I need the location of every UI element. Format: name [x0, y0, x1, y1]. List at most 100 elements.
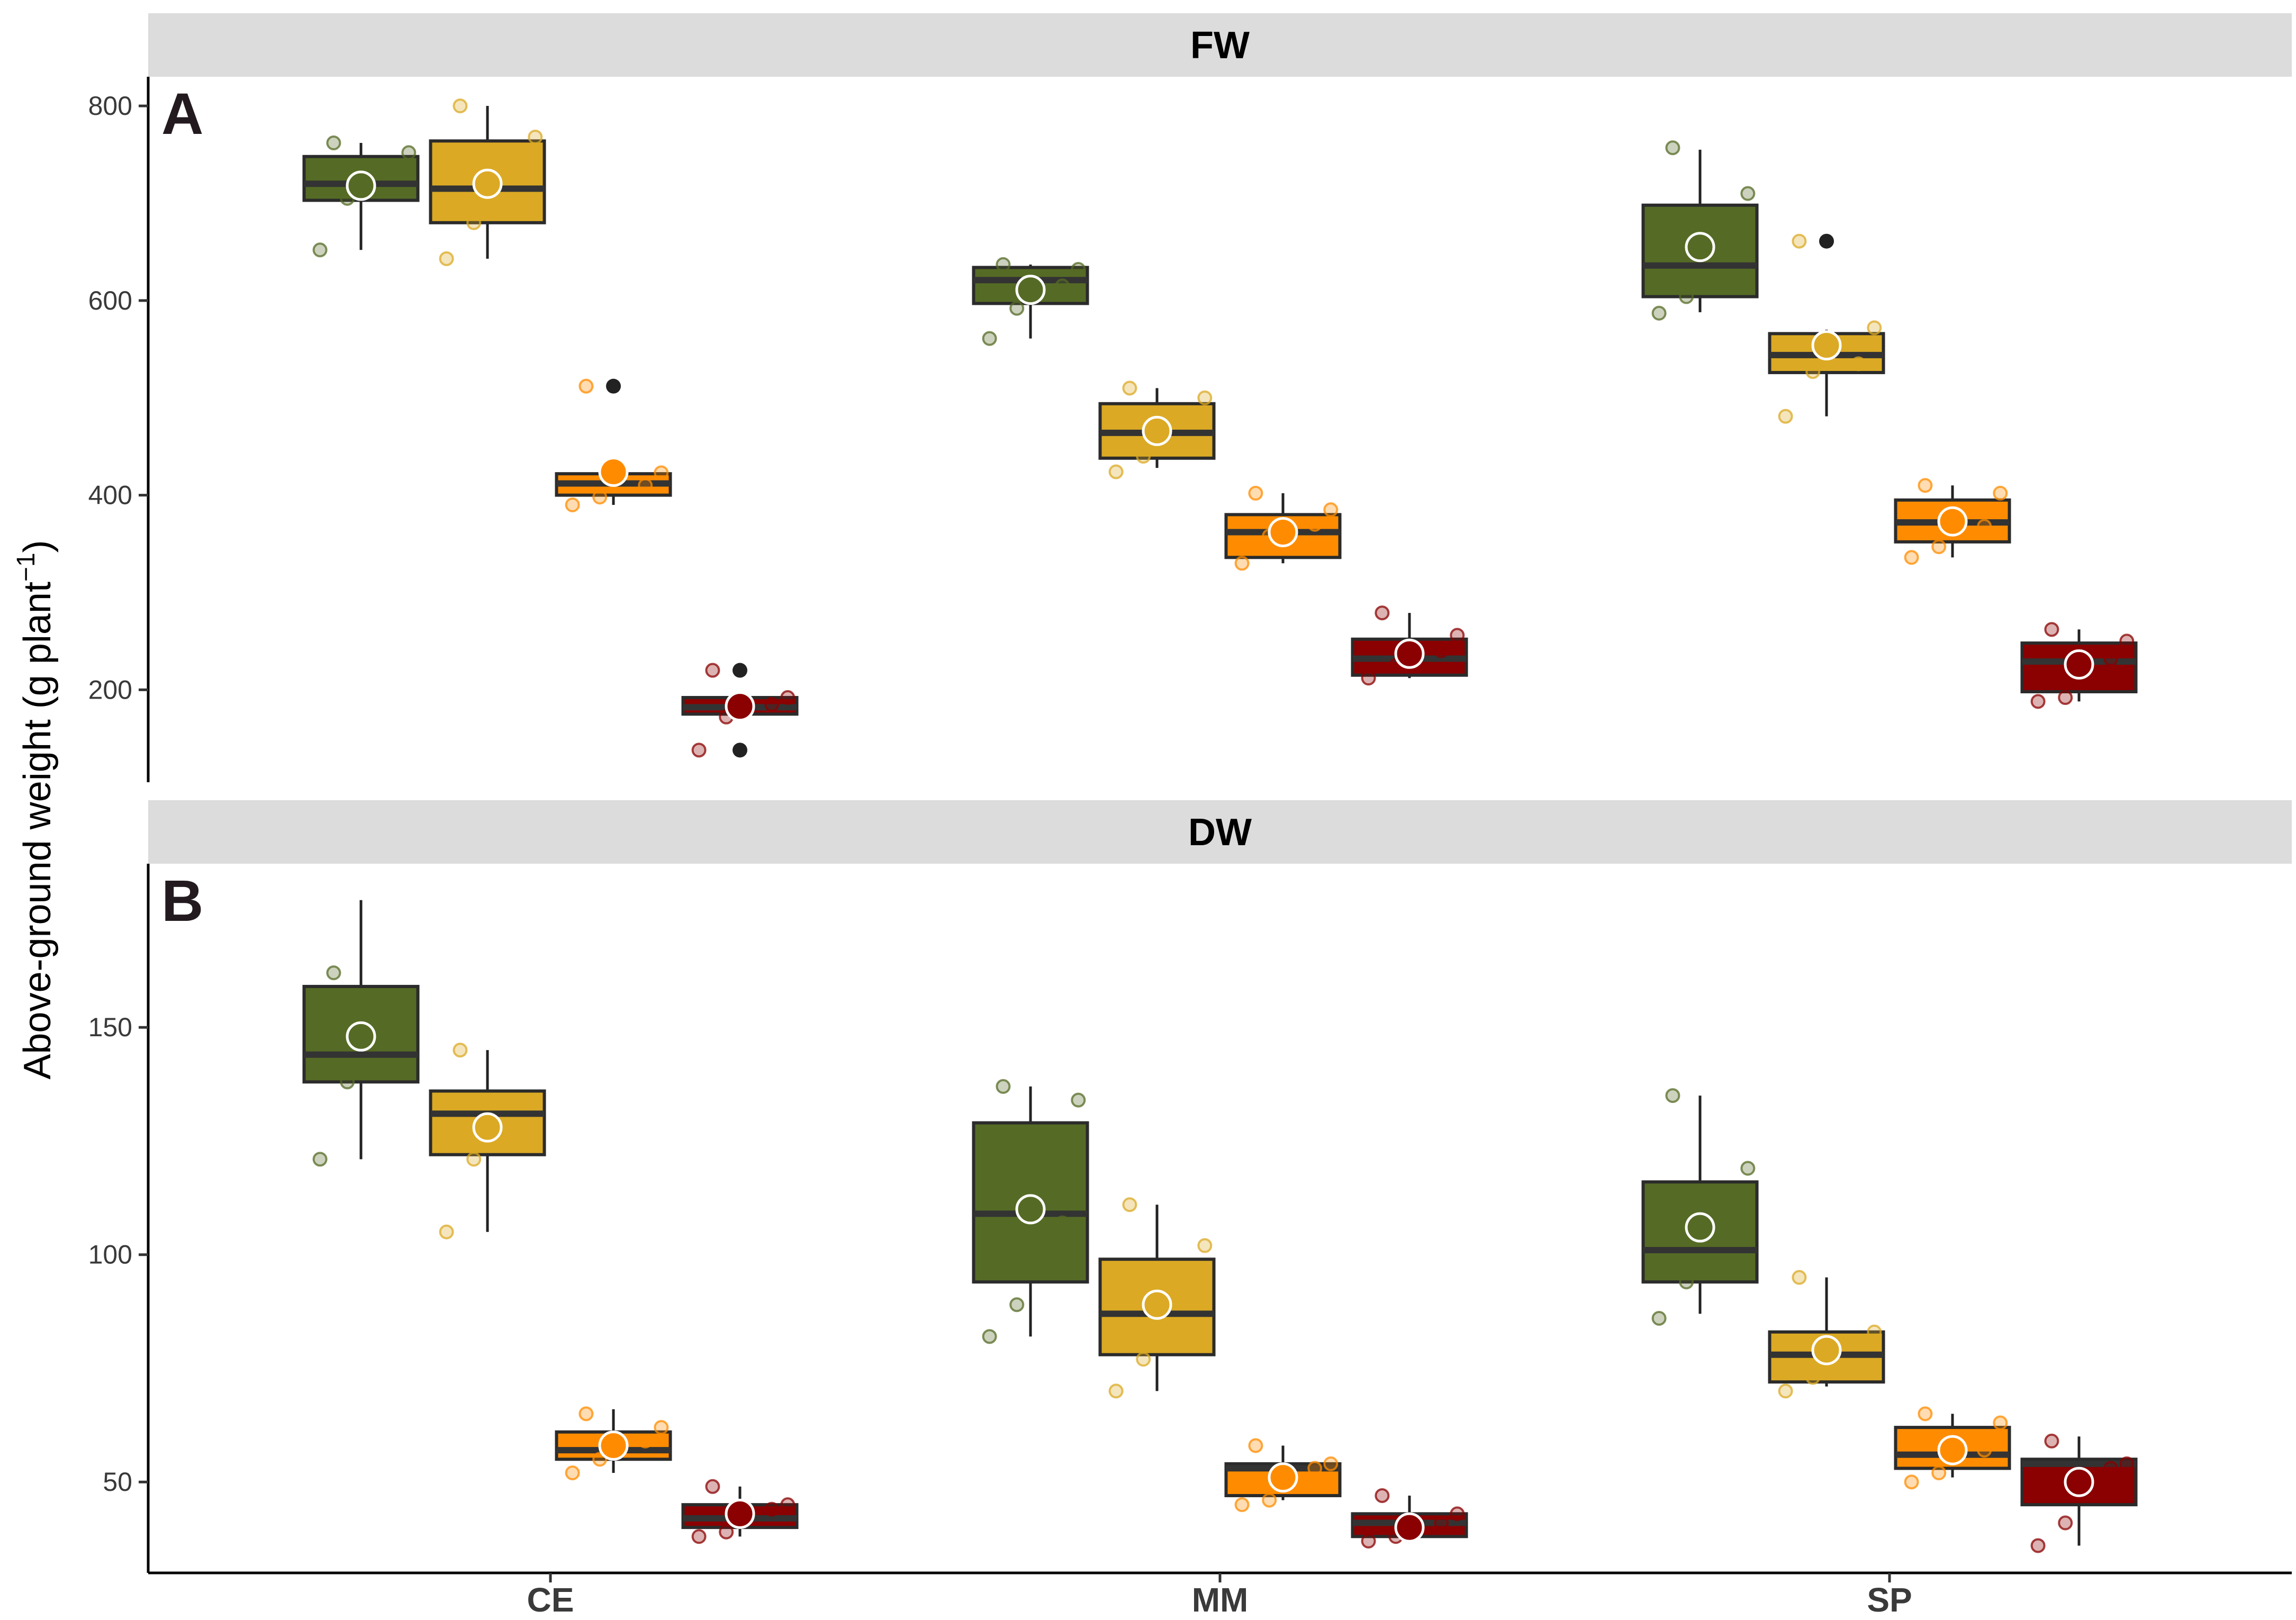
data-point-fw-sp-4-5 [2044, 622, 2059, 637]
data-point-dw-sp-2-2 [1805, 1370, 1821, 1385]
strip-fw-background [148, 13, 2292, 77]
data-point-fw-ce-2-3 [512, 147, 527, 162]
data-point-fw-mm-2-1 [1108, 464, 1124, 479]
data-point-dw-mm-2-4 [1197, 1238, 1213, 1253]
data-point-fw-mm-2-5 [1122, 381, 1137, 396]
data-point-dw-sp-4-1 [2030, 1538, 2046, 1553]
x-tick-label-mm: MM [1192, 1581, 1249, 1619]
mean-marker-fw-ce-1 [346, 170, 376, 201]
panel-letter-b: B [161, 868, 203, 934]
data-point-dw-mm-1-1 [982, 1329, 997, 1344]
data-point-dw-mm-1-4 [1071, 1092, 1086, 1108]
y-tick-label-fw-200: 200 [88, 675, 132, 704]
y-tick-label-fw-800: 800 [88, 91, 132, 121]
data-point-dw-ce-3-5 [578, 1406, 594, 1422]
data-point-fw-sp-4-2 [2058, 690, 2073, 705]
mean-marker-dw-sp-1 [1685, 1212, 1715, 1243]
data-point-dw-sp-3-2 [1931, 1465, 1947, 1481]
data-point-fw-ce-3-4 [654, 465, 669, 481]
data-point-dw-ce-2-5 [453, 1043, 468, 1058]
x-tick-label-ce: CE [527, 1581, 574, 1619]
panel-letter-a: A [161, 82, 203, 147]
data-point-fw-mm-2-4 [1197, 390, 1213, 405]
mean-marker-dw-sp-2 [1811, 1335, 1842, 1365]
mean-marker-dw-mm-1 [1015, 1194, 1046, 1225]
mean-marker-fw-sp-3 [1937, 506, 1968, 537]
data-point-dw-ce-1-2 [340, 1074, 355, 1090]
data-point-dw-ce-3-4 [654, 1420, 669, 1435]
data-point-dw-ce-2-2 [466, 1152, 482, 1167]
y-axis-title-superscript: −1 [12, 553, 40, 582]
data-point-dw-ce-1-3 [385, 1061, 401, 1076]
data-point-fw-sp-2-4 [1867, 320, 1882, 336]
data-point-fw-sp-1-1 [1651, 305, 1667, 321]
data-point-fw-sp-4-3 [2103, 651, 2119, 666]
data-point-dw-ce-1-1 [312, 1152, 328, 1167]
data-point-dw-sp-2-1 [1778, 1383, 1793, 1399]
data-point-dw-mm-3-5 [1248, 1438, 1263, 1453]
mean-marker-fw-ce-3 [598, 456, 629, 487]
mean-marker-fw-mm-4 [1394, 638, 1425, 669]
mean-marker-fw-sp-4 [2064, 649, 2094, 680]
data-point-fw-ce-4-4 [780, 690, 796, 705]
data-point-dw-ce-1-5 [326, 965, 341, 981]
data-point-fw-sp-1-5 [1665, 140, 1680, 156]
data-point-fw-sp-4-4 [2119, 633, 2135, 649]
data-point-dw-mm-2-5 [1122, 1197, 1137, 1212]
data-point-dw-sp-3-5 [1918, 1406, 1933, 1422]
strip-dw-background [148, 800, 2292, 864]
outlier-point-fw-ce-4-2 [733, 743, 747, 758]
x-axis-ticks: CE MM SP [527, 1573, 1912, 1619]
panel-b-plot-area: 50 100 150 [88, 900, 2138, 1553]
data-point-fw-mm-1-3 [1055, 278, 1070, 294]
mean-marker-dw-sp-3 [1937, 1435, 1968, 1465]
data-point-fw-mm-3-5 [1248, 485, 1263, 501]
data-point-fw-ce-2-4 [528, 129, 543, 144]
data-point-fw-sp-3-3 [1977, 519, 1992, 534]
data-point-dw-sp-3-1 [1904, 1474, 1919, 1490]
y-tick-label-fw-600: 600 [88, 286, 132, 315]
data-point-fw-ce-2-1 [439, 251, 454, 266]
data-point-fw-mm-3-1 [1234, 556, 1250, 571]
data-point-dw-mm-2-1 [1108, 1383, 1124, 1399]
x-tick-label-sp: SP [1867, 1581, 1912, 1619]
data-point-dw-ce-2-1 [439, 1224, 454, 1239]
mean-marker-dw-mm-4 [1394, 1512, 1425, 1543]
data-point-dw-sp-3-4 [1993, 1415, 2008, 1431]
y-axis-title-close-paren: ) [16, 540, 59, 553]
y-tick-label-dw-100: 100 [88, 1240, 132, 1270]
strip-dw-label: DW [1188, 811, 1252, 854]
data-point-dw-sp-4-3 [2103, 1461, 2119, 1476]
data-point-dw-mm-3-2 [1262, 1492, 1277, 1508]
box-dw-mm-2 [1098, 1257, 1216, 1356]
mean-marker-fw-mm-2 [1142, 415, 1172, 446]
data-point-dw-ce-1-4 [401, 1029, 417, 1044]
mean-marker-dw-mm-2 [1142, 1289, 1172, 1320]
data-point-fw-ce-1-5 [326, 135, 341, 151]
mean-marker-dw-ce-3 [598, 1430, 629, 1461]
y-tick-label-fw-400: 400 [88, 481, 132, 510]
data-point-fw-ce-1-4 [401, 145, 417, 160]
data-point-dw-mm-3-3 [1307, 1461, 1323, 1476]
data-point-fw-mm-4-3 [1434, 643, 1449, 658]
mean-marker-dw-sp-4 [2064, 1467, 2094, 1497]
data-point-dw-sp-1-2 [1679, 1274, 1694, 1290]
data-point-dw-sp-4-4 [2119, 1456, 2135, 1471]
data-point-fw-mm-4-5 [1375, 605, 1390, 621]
data-point-fw-ce-4-3 [764, 696, 780, 712]
data-point-dw-mm-4-1 [1361, 1533, 1376, 1549]
data-point-dw-sp-2-5 [1792, 1270, 1807, 1285]
outlier-point-fw-ce-3-1 [606, 378, 621, 394]
mean-marker-dw-mm-3 [1268, 1462, 1298, 1493]
mean-marker-dw-ce-4 [725, 1498, 755, 1529]
data-point-dw-ce-2-3 [512, 1124, 527, 1139]
data-point-dw-sp-1-4 [1740, 1161, 1756, 1176]
data-point-fw-sp-2-2 [1805, 364, 1821, 379]
data-point-fw-ce-3-3 [638, 478, 653, 493]
data-point-dw-ce-2-4 [528, 1092, 543, 1108]
data-point-dw-sp-2-3 [1851, 1333, 1866, 1349]
y-tick-label-dw-50: 50 [103, 1467, 132, 1497]
mean-marker-dw-ce-1 [346, 1021, 376, 1052]
data-point-fw-ce-1-3 [385, 161, 401, 177]
